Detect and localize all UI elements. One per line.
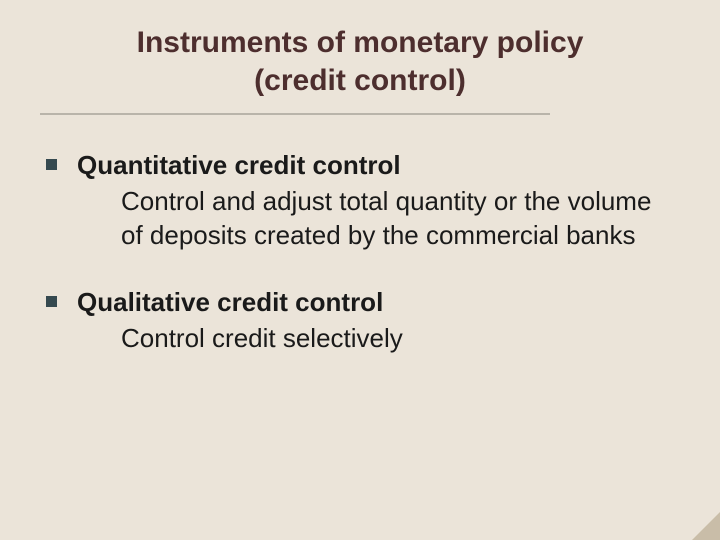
square-bullet-icon: [46, 296, 57, 307]
item-heading: Quantitative credit control: [77, 149, 668, 183]
item-body: Qualitative credit control Control credi…: [77, 286, 668, 356]
item-body: Quantitative credit control Control and …: [77, 149, 668, 252]
title-line-2: (credit control): [254, 64, 466, 97]
title-line-1: Instruments of monetary policy: [137, 26, 584, 59]
slide-title: Instruments of monetary policy (credit c…: [60, 24, 660, 99]
square-bullet-icon: [46, 159, 57, 170]
corner-fold-icon: [692, 512, 720, 540]
slide: Instruments of monetary policy (credit c…: [0, 0, 720, 540]
list-item: Quantitative credit control Control and …: [46, 149, 668, 252]
list-item: Qualitative credit control Control credi…: [46, 286, 668, 356]
item-heading: Qualitative credit control: [77, 286, 668, 320]
item-description: Control and adjust total quantity or the…: [121, 185, 668, 253]
title-underline: [40, 113, 550, 115]
item-description: Control credit selectively: [121, 322, 668, 356]
